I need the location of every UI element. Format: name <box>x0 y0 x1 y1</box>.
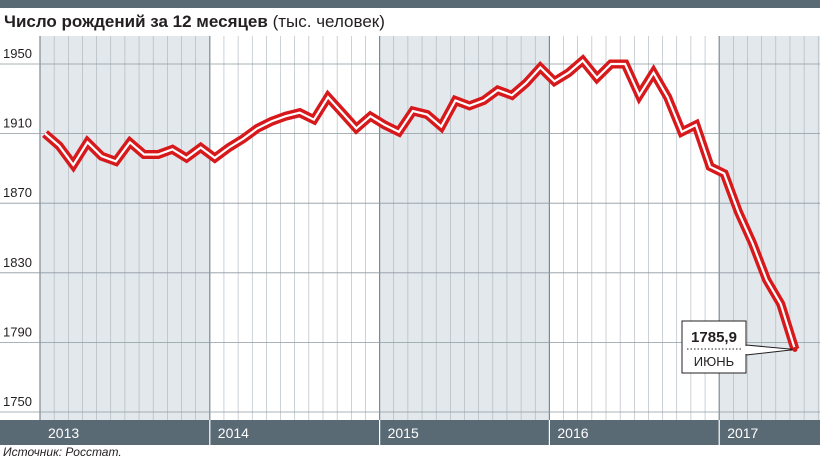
y-tick-label: 1790 <box>3 324 32 339</box>
series-line-highlight <box>44 58 797 350</box>
y-tick-label: 1910 <box>3 116 32 131</box>
callout-value: 1785,9 <box>691 329 737 346</box>
horizontal-gridlines <box>0 63 820 413</box>
y-tick-label: 1750 <box>3 394 32 409</box>
y-axis-labels: 1950 1910 1870 1830 1790 1750 <box>3 46 32 409</box>
y-tick-label: 1870 <box>3 185 32 200</box>
chart-title-row: Число рождений за 12 месяцев (тыс. челов… <box>4 11 385 33</box>
series-layer <box>42 54 800 351</box>
y-tick-label: 1950 <box>3 46 32 61</box>
chart-unit: (тыс. человек) <box>272 12 385 31</box>
vertical-gridlines <box>39 36 819 420</box>
y-tick-label: 1830 <box>3 255 32 270</box>
source-note: Источник: Росстат. <box>3 445 122 459</box>
x-tick-label-2016: 2016 <box>557 425 588 441</box>
x-tick-label-2013: 2013 <box>48 425 79 441</box>
x-tick-label-2017: 2017 <box>727 425 758 441</box>
x-tick-label-2015: 2015 <box>388 425 419 441</box>
series-end-point <box>792 347 798 353</box>
top-bar <box>0 0 820 8</box>
callout: 1785,9 ИЮНЬ <box>681 320 798 374</box>
callout-box <box>681 320 747 374</box>
x-tick-label-2014: 2014 <box>218 425 249 441</box>
x-axis-band <box>0 420 820 445</box>
x-axis-bar: 2013 2014 2015 2016 2017 <box>0 420 820 445</box>
chart-title: Число рождений за 12 месяцев <box>4 12 268 31</box>
callout-month: ИЮНЬ <box>694 354 734 369</box>
